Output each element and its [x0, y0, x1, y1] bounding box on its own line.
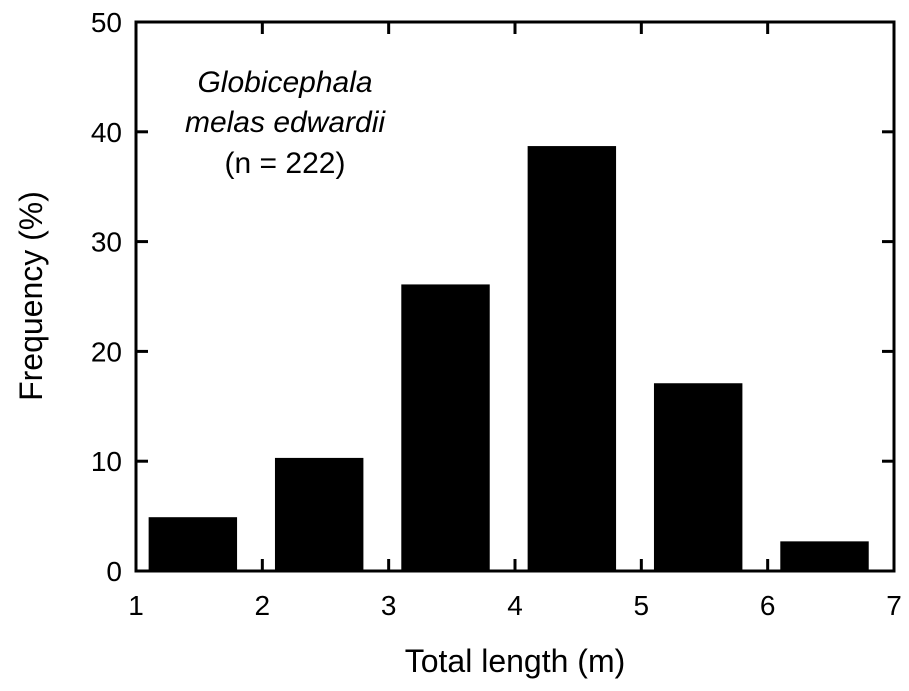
y-tick-label-50: 50 — [91, 7, 122, 38]
x-tick-label-6: 6 — [760, 590, 776, 621]
y-tick-label-0: 0 — [106, 556, 122, 587]
annotation-sample-size: (n = 222) — [225, 147, 346, 180]
annotation-species-line2: melas edwardii — [185, 106, 386, 139]
bar-5 — [653, 383, 743, 571]
bar-6 — [780, 541, 869, 571]
annotation-species-line1: Globicephala — [197, 66, 372, 99]
x-tick-label-2: 2 — [255, 590, 271, 621]
x-tick-label-1: 1 — [128, 590, 144, 621]
y-tick-label-10: 10 — [91, 446, 122, 477]
bar-4 — [527, 146, 617, 571]
x-tick-label-7: 7 — [886, 590, 902, 621]
bar-1 — [148, 517, 238, 571]
x-tick-label-3: 3 — [381, 590, 397, 621]
y-tick-label-30: 30 — [91, 227, 122, 258]
bars-group — [148, 146, 869, 571]
x-tick-label-4: 4 — [507, 590, 523, 621]
y-axis-label: Frequency (%) — [13, 191, 49, 401]
y-tick-label-40: 40 — [91, 117, 122, 148]
bar-3 — [401, 284, 490, 571]
plot-frame — [134, 20, 896, 573]
x-tick-label-5: 5 — [634, 590, 650, 621]
y-tick-label-20: 20 — [91, 336, 122, 367]
bar-2 — [274, 457, 364, 571]
x-axis-label: Total length (m) — [405, 643, 626, 679]
